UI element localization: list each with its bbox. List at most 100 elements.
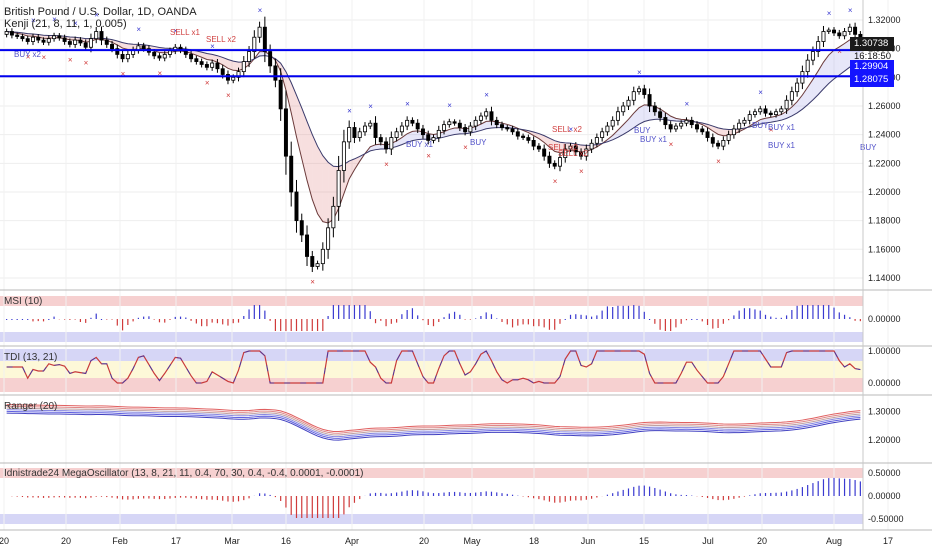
mega-bar	[285, 496, 287, 508]
mega-bar	[717, 496, 719, 501]
msi-bar	[169, 319, 171, 320]
candle-body	[710, 137, 715, 144]
msi-bar	[121, 319, 124, 331]
mega-bar	[58, 496, 60, 498]
msi-bar	[453, 311, 456, 319]
mega-bar	[338, 496, 340, 518]
mega-bar	[743, 496, 746, 497]
bear-signal-marker: ×	[205, 78, 210, 87]
time-tick-label: May	[463, 536, 481, 546]
mega-bar	[222, 496, 224, 501]
msi-bar	[675, 319, 677, 328]
candle-body	[752, 111, 757, 116]
ma-cloud-segment	[122, 42, 128, 50]
msi-bar	[780, 317, 782, 319]
candle-body	[41, 39, 46, 43]
price-tick-label: 1.22000	[868, 158, 901, 168]
msi-bar	[622, 305, 624, 319]
msi-bar	[411, 308, 414, 319]
mega-bar	[712, 496, 714, 500]
mega-bar	[569, 496, 572, 501]
candle-body	[326, 227, 331, 250]
mega-bar	[269, 494, 271, 496]
candle-body	[410, 119, 415, 124]
mega-bar	[685, 495, 688, 496]
bear-signal-marker: ×	[553, 177, 558, 186]
ma-cloud-segment	[401, 133, 408, 145]
ranger-band-line	[6, 409, 861, 438]
bear-signal-marker: ×	[157, 69, 162, 78]
mega-bar	[585, 496, 587, 500]
ma-cloud-segment	[797, 95, 803, 113]
msi-bar	[127, 319, 129, 325]
mega-bar	[153, 496, 155, 499]
mega-bar	[791, 490, 793, 496]
mega-bar	[559, 496, 561, 503]
bull-signal-marker: ×	[827, 9, 832, 18]
ranger-label[interactable]: Ranger (20)	[4, 401, 58, 412]
msi-bar	[564, 319, 566, 320]
candle-body	[447, 121, 452, 126]
candle-body	[405, 119, 410, 127]
msi-bar	[153, 319, 155, 320]
sell-annotation: SELL x2	[206, 35, 236, 44]
msi-bar	[838, 312, 840, 319]
candle-body	[420, 128, 425, 136]
candle-body	[83, 42, 88, 48]
tdi-label[interactable]: TDI (13, 21)	[4, 352, 58, 363]
candle-body	[810, 51, 815, 61]
mega-bar	[353, 496, 356, 503]
mega-bar	[21, 496, 24, 498]
bull-signal-marker: ×	[136, 25, 141, 34]
msi-bar	[749, 308, 751, 319]
mega-bar	[590, 496, 593, 499]
bull-signal-marker: ×	[31, 16, 36, 25]
mega-bar	[369, 493, 371, 496]
mega-bar	[32, 496, 34, 498]
ma-cloud-segment	[770, 116, 777, 123]
buy-annotation: BUY x1	[406, 140, 434, 149]
msi-bar	[448, 313, 450, 319]
ranger-band-line	[6, 410, 861, 439]
kenji-indicator-label[interactable]: Kenji (21, 8, 11, 1, 0.005)	[4, 18, 127, 30]
ranger-band-line	[6, 404, 861, 433]
mega-bar	[385, 493, 387, 496]
candle-body	[615, 111, 620, 121]
mega-bar	[680, 494, 682, 496]
mega-oscillator-label[interactable]: Idnistrade24 MegaOscillator (13, 8, 21, …	[4, 468, 364, 479]
msi-label[interactable]: MSI (10)	[4, 296, 43, 307]
ma-cloud-segment	[117, 41, 123, 49]
msi-bar	[232, 319, 234, 324]
mega-bar	[37, 496, 39, 498]
msi-bar	[475, 318, 477, 319]
candle-body	[220, 68, 225, 75]
candle-body	[837, 32, 842, 37]
candle-body	[515, 131, 520, 137]
candle-body	[88, 38, 93, 48]
candle-body	[141, 45, 146, 50]
candle-body	[521, 135, 526, 138]
time-tick-label: Jul	[702, 536, 714, 546]
ranger-band-line	[6, 412, 861, 441]
msi-upper-band	[0, 296, 863, 306]
time-tick-label: Aug	[826, 536, 842, 546]
candle-body	[705, 131, 710, 138]
mega-bar	[264, 493, 266, 496]
candle-body	[36, 36, 41, 41]
ma-cloud-segment	[454, 127, 460, 135]
msi-bar	[90, 317, 92, 319]
ma-cloud-segment	[802, 87, 808, 110]
msi-bar	[706, 319, 709, 325]
ma-cloud-segment	[712, 126, 719, 135]
candle-body	[368, 122, 373, 127]
candle-body	[268, 51, 273, 67]
ma-cloud-segment	[544, 135, 550, 148]
ma-cloud-segment	[486, 121, 492, 129]
ma-cloud-segment	[317, 146, 323, 222]
mega-bar	[796, 488, 798, 496]
mega-bar	[438, 493, 440, 496]
msi-bar	[733, 315, 735, 319]
ma-cloud-segment	[791, 101, 798, 116]
msi-bar	[148, 316, 150, 319]
ma-cloud-segment	[227, 59, 234, 71]
